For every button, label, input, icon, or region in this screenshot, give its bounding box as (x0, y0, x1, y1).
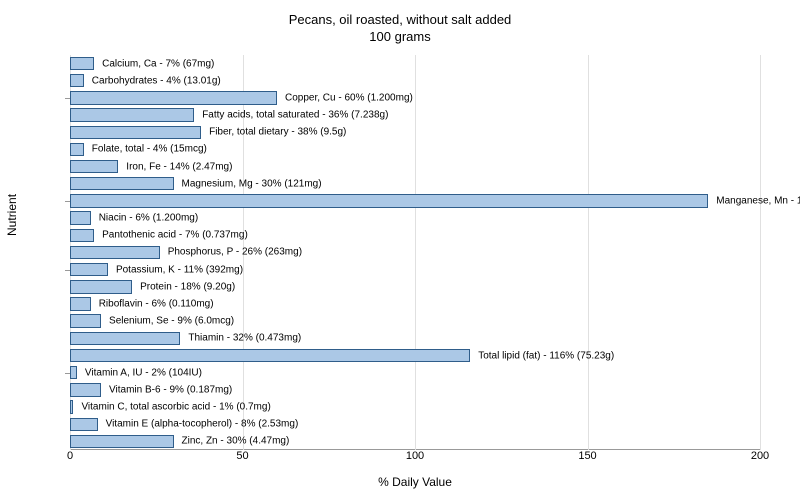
bar-label: Vitamin A, IU - 2% (104IU) (81, 367, 202, 378)
bar (70, 400, 73, 413)
bar (70, 177, 174, 190)
bar-label: Vitamin B-6 - 9% (0.187mg) (105, 384, 232, 395)
bar-label: Manganese, Mn - 185% (3.700mg) (712, 195, 800, 206)
bar-label: Potassium, K - 11% (392mg) (112, 264, 243, 275)
bar (70, 418, 98, 431)
x-tick-label: 150 (578, 450, 596, 462)
bar-row: Riboflavin - 6% (0.110mg) (70, 297, 760, 310)
bar (70, 211, 91, 224)
bar-row: Thiamin - 32% (0.473mg) (70, 332, 760, 345)
chart-title: Pecans, oil roasted, without salt added … (0, 0, 800, 46)
title-line2: 100 grams (369, 29, 430, 44)
bar (70, 143, 84, 156)
grid-line (760, 55, 761, 450)
bar (70, 74, 84, 87)
bar-label: Magnesium, Mg - 30% (121mg) (178, 178, 322, 189)
bar-label: Fiber, total dietary - 38% (9.5g) (205, 127, 346, 138)
bar-row: Calcium, Ca - 7% (67mg) (70, 57, 760, 70)
bar-label: Total lipid (fat) - 116% (75.23g) (474, 350, 614, 361)
bar-row: Carbohydrates - 4% (13.01g) (70, 74, 760, 87)
y-axis-label: Nutrient (5, 194, 19, 236)
bar-row: Vitamin B-6 - 9% (0.187mg) (70, 383, 760, 396)
bar-row: Vitamin E (alpha-tocopherol) - 8% (2.53m… (70, 418, 760, 431)
bar-row: Total lipid (fat) - 116% (75.23g) (70, 349, 760, 362)
bar-label: Thiamin - 32% (0.473mg) (184, 333, 301, 344)
bar-label: Copper, Cu - 60% (1.200mg) (281, 92, 413, 103)
bar (70, 108, 194, 121)
bar (70, 229, 94, 242)
bar-row: Niacin - 6% (1.200mg) (70, 211, 760, 224)
x-tick-label: 50 (236, 450, 248, 462)
bar-label: Selenium, Se - 9% (6.0mcg) (105, 316, 234, 327)
bar-label: Folate, total - 4% (15mcg) (88, 144, 207, 155)
bar-row: Folate, total - 4% (15mcg) (70, 143, 760, 156)
bar-label: Zinc, Zn - 30% (4.47mg) (178, 436, 290, 447)
bar (70, 435, 174, 448)
bar-row: Pantothenic acid - 7% (0.737mg) (70, 229, 760, 242)
bar-label: Vitamin C, total ascorbic acid - 1% (0.7… (77, 402, 270, 413)
bar (70, 160, 118, 173)
y-tick (65, 98, 70, 99)
bar (70, 366, 77, 379)
bar (70, 349, 470, 362)
bar-row: Iron, Fe - 14% (2.47mg) (70, 160, 760, 173)
plot-area: Calcium, Ca - 7% (67mg) Carbohydrates - 4… (70, 55, 760, 450)
bar-row: Magnesium, Mg - 30% (121mg) (70, 177, 760, 190)
bar-row: Selenium, Se - 9% (6.0mcg) (70, 314, 760, 327)
bar (70, 91, 277, 104)
bar (70, 246, 160, 259)
y-tick (65, 373, 70, 374)
bar-label: Pantothenic acid - 7% (0.737mg) (98, 230, 248, 241)
bar-row: Protein - 18% (9.20g) (70, 280, 760, 293)
bar-row: Manganese, Mn - 185% (3.700mg) (70, 194, 760, 207)
bar-label: Riboflavin - 6% (0.110mg) (95, 299, 214, 310)
bar-row: Potassium, K - 11% (392mg) (70, 263, 760, 276)
y-tick (65, 201, 70, 202)
bar (70, 297, 91, 310)
x-tick-label: 200 (751, 450, 769, 462)
bar-row: Phosphorus, P - 26% (263mg) (70, 246, 760, 259)
bar (70, 280, 132, 293)
bar (70, 57, 94, 70)
bar-label: Fatty acids, total saturated - 36% (7.23… (198, 110, 388, 121)
x-axis-label: % Daily Value (70, 475, 760, 489)
bar (70, 383, 101, 396)
y-tick (65, 270, 70, 271)
bar-label: Phosphorus, P - 26% (263mg) (164, 247, 302, 258)
nutrient-chart: Pecans, oil roasted, without salt added … (0, 0, 800, 500)
bar-label: Niacin - 6% (1.200mg) (95, 213, 198, 224)
bar (70, 194, 708, 207)
bar-row: Vitamin A, IU - 2% (104IU) (70, 366, 760, 379)
bar (70, 263, 108, 276)
bar (70, 332, 180, 345)
title-line1: Pecans, oil roasted, without salt added (289, 12, 512, 27)
bar-row: Vitamin C, total ascorbic acid - 1% (0.7… (70, 400, 760, 413)
x-tick-label: 0 (67, 450, 73, 462)
bar-row: Copper, Cu - 60% (1.200mg) (70, 91, 760, 104)
bar-row: Fiber, total dietary - 38% (9.5g) (70, 126, 760, 139)
bar-label: Vitamin E (alpha-tocopherol) - 8% (2.53m… (102, 419, 299, 430)
bar-row: Fatty acids, total saturated - 36% (7.23… (70, 108, 760, 121)
x-tick-label: 100 (406, 450, 424, 462)
bar-label: Iron, Fe - 14% (2.47mg) (122, 161, 232, 172)
bar-label: Calcium, Ca - 7% (67mg) (98, 58, 214, 69)
bar (70, 314, 101, 327)
bar-label: Carbohydrates - 4% (13.01g) (88, 75, 221, 86)
bar-row: Zinc, Zn - 30% (4.47mg) (70, 435, 760, 448)
bar-label: Protein - 18% (9.20g) (136, 281, 235, 292)
bar (70, 126, 201, 139)
